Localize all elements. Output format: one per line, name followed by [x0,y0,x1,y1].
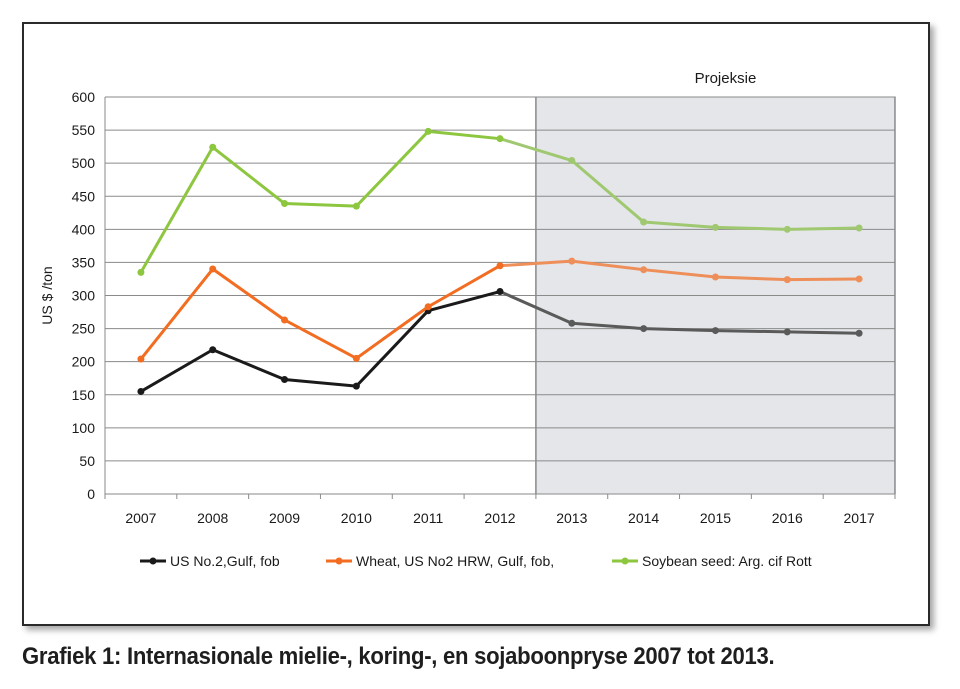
y-tick-label: 200 [72,354,96,370]
data-point [209,143,217,151]
x-tick-label: 2007 [125,510,156,526]
series-3 [137,127,863,276]
x-tick-label: 2009 [269,510,300,526]
data-point [137,268,145,276]
data-point [352,202,360,210]
y-tick-label: 400 [72,221,96,237]
x-tick-label: 2016 [772,510,803,526]
y-axis-title: US $ /ton [39,266,55,324]
data-point [209,346,217,354]
data-point [137,387,145,395]
y-tick-label: 500 [72,155,96,171]
series-line-actual [139,264,501,360]
data-point [496,135,504,143]
axes: 0 50 100 150 200 250 300 350 400 450 500 550 600 2007… [72,89,896,526]
y-tick-label: 600 [72,89,96,105]
data-point [640,218,648,226]
data-point [711,327,719,335]
series-line-projection [499,137,860,231]
data-point [711,273,719,281]
data-point [281,316,289,324]
y-tick-label: 250 [72,321,96,337]
figure-caption: Grafiek 1: Internasionale mielie-, korin… [22,643,775,670]
legend-label: Soybean seed: Arg. cif Rott [642,553,812,569]
y-tick-label: 0 [87,486,95,502]
data-point [496,262,504,270]
data-point [783,225,791,233]
data-point [424,303,432,311]
data-point [783,276,791,284]
data-point [352,382,360,390]
series [137,127,863,395]
y-tick-label: 100 [72,420,96,436]
series-line-projection [499,290,860,335]
data-point [855,275,863,283]
legend-label: Wheat, US No2 HRW, Gulf, fob, [356,553,554,569]
legend-marker [335,557,343,565]
data-point [424,127,432,135]
y-tick-label: 350 [72,254,96,270]
x-tick-label: 2017 [844,510,875,526]
x-tick-label: 2008 [197,510,228,526]
y-tick-label: 550 [72,122,96,138]
legend-label: US No.2,Gulf, fob [170,553,280,569]
data-point [281,376,289,384]
series-line-projection [499,259,860,282]
series-line-actual [140,290,501,393]
data-point [640,266,648,274]
series-2 [137,257,863,363]
y-tick-label: 50 [79,453,95,469]
data-point [137,355,145,363]
data-point [568,157,576,165]
series-line-actual [139,129,501,274]
y-tick-label: 150 [72,387,96,403]
x-tick-label: 2011 [413,510,443,526]
legend-marker [149,557,157,565]
line-chart: 0 50 100 150 200 250 300 350 400 450 500 550 600 2007… [39,70,896,569]
data-point [568,257,576,265]
data-point [640,325,648,333]
data-point [209,265,217,273]
legend: US No.2,Gulf, fob Wheat, US No2 HRW, Gulf… [140,553,812,569]
data-point [352,354,360,362]
data-point [855,224,863,232]
y-tick-label: 300 [72,288,96,304]
x-tick-label: 2015 [700,510,731,526]
data-point [568,319,576,327]
data-point [711,223,719,231]
x-tick-label: 2013 [556,510,587,526]
legend-marker [621,557,629,565]
data-point [496,288,504,296]
x-tick-label: 2010 [341,510,372,526]
data-point [855,329,863,337]
x-tick-label: 2012 [484,510,515,526]
data-point [783,328,791,336]
x-tick-label: 2014 [628,510,659,526]
y-tick-label: 450 [72,188,96,204]
projection-label: Projeksie [695,70,757,87]
data-point [281,200,289,208]
